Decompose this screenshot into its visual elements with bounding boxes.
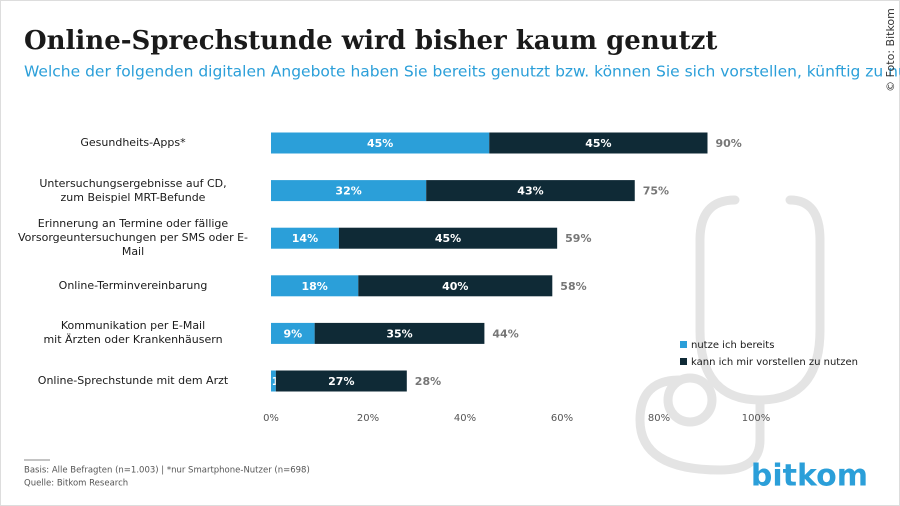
value-label: 32% — [335, 185, 361, 198]
value-label: 9% — [283, 327, 302, 340]
legend-swatch — [680, 358, 687, 365]
title: Online-Sprechstunde wird bisher kaum gen… — [24, 26, 717, 56]
x-tick-label: 60% — [551, 413, 573, 424]
category-label: Erinnerung an Termine oder fällige Vorso… — [17, 217, 249, 259]
value-label: 45% — [435, 232, 461, 245]
value-label: 18% — [301, 280, 327, 293]
credit: © Foto: Bitkom — [884, 8, 897, 92]
bar-segment — [271, 132, 490, 154]
total-label: 75% — [643, 185, 669, 198]
bar-segment — [426, 180, 635, 202]
bar-segment — [271, 370, 276, 392]
x-tick-label: 80% — [648, 413, 670, 424]
bar-segment — [338, 227, 558, 249]
value-label: 45% — [585, 137, 611, 150]
bar-segment — [314, 322, 485, 344]
stethoscope-illustration — [635, 195, 825, 475]
legend-label: kann ich mir vorstellen zu nutzen — [691, 357, 858, 368]
bar-segment — [271, 180, 427, 202]
bar-segment — [271, 322, 315, 344]
total-label: 58% — [560, 280, 586, 293]
bar-segment — [275, 370, 407, 392]
category-label: Online-Terminvereinbarung — [58, 278, 208, 292]
x-tick-label: 40% — [454, 413, 476, 424]
source: Quelle: Bitkom Research — [24, 479, 128, 489]
value-label: 43% — [517, 185, 543, 198]
category-label: Gesundheits-Apps* — [80, 136, 186, 149]
legend-label: nutze ich bereits — [691, 340, 774, 351]
bar-segment — [358, 275, 553, 297]
value-label: 14% — [292, 232, 318, 245]
total-label: 44% — [492, 327, 518, 340]
value-label: 45% — [367, 137, 393, 150]
legend-swatch — [680, 341, 687, 348]
x-tick-label: 20% — [357, 413, 379, 424]
bar-segment — [271, 275, 359, 297]
category-label: Online-Sprechstunde mit dem Arzt — [37, 374, 229, 387]
total-label: 59% — [565, 232, 591, 245]
category-label: Untersuchungsergebnisse auf CD, zum Beis… — [39, 176, 227, 204]
value-label: 35% — [386, 327, 412, 340]
note: Basis: Alle Befragten (n=1.003) | *nur S… — [24, 466, 310, 476]
total-label: 90% — [716, 137, 742, 150]
bar-segment — [271, 227, 339, 249]
bar-segment — [489, 132, 708, 154]
value-label: 27% — [328, 375, 354, 388]
x-tick-label: 100% — [742, 413, 771, 424]
subtitle: Welche der folgenden digitalen Angebote … — [24, 63, 900, 81]
value-label: 40% — [442, 280, 468, 293]
logo: bitkom — [751, 459, 868, 494]
total-label: 28% — [415, 375, 441, 388]
category-label: Kommunikation per E-Mail mit Ärzten oder… — [43, 319, 223, 347]
x-tick-label: 0% — [263, 413, 279, 424]
